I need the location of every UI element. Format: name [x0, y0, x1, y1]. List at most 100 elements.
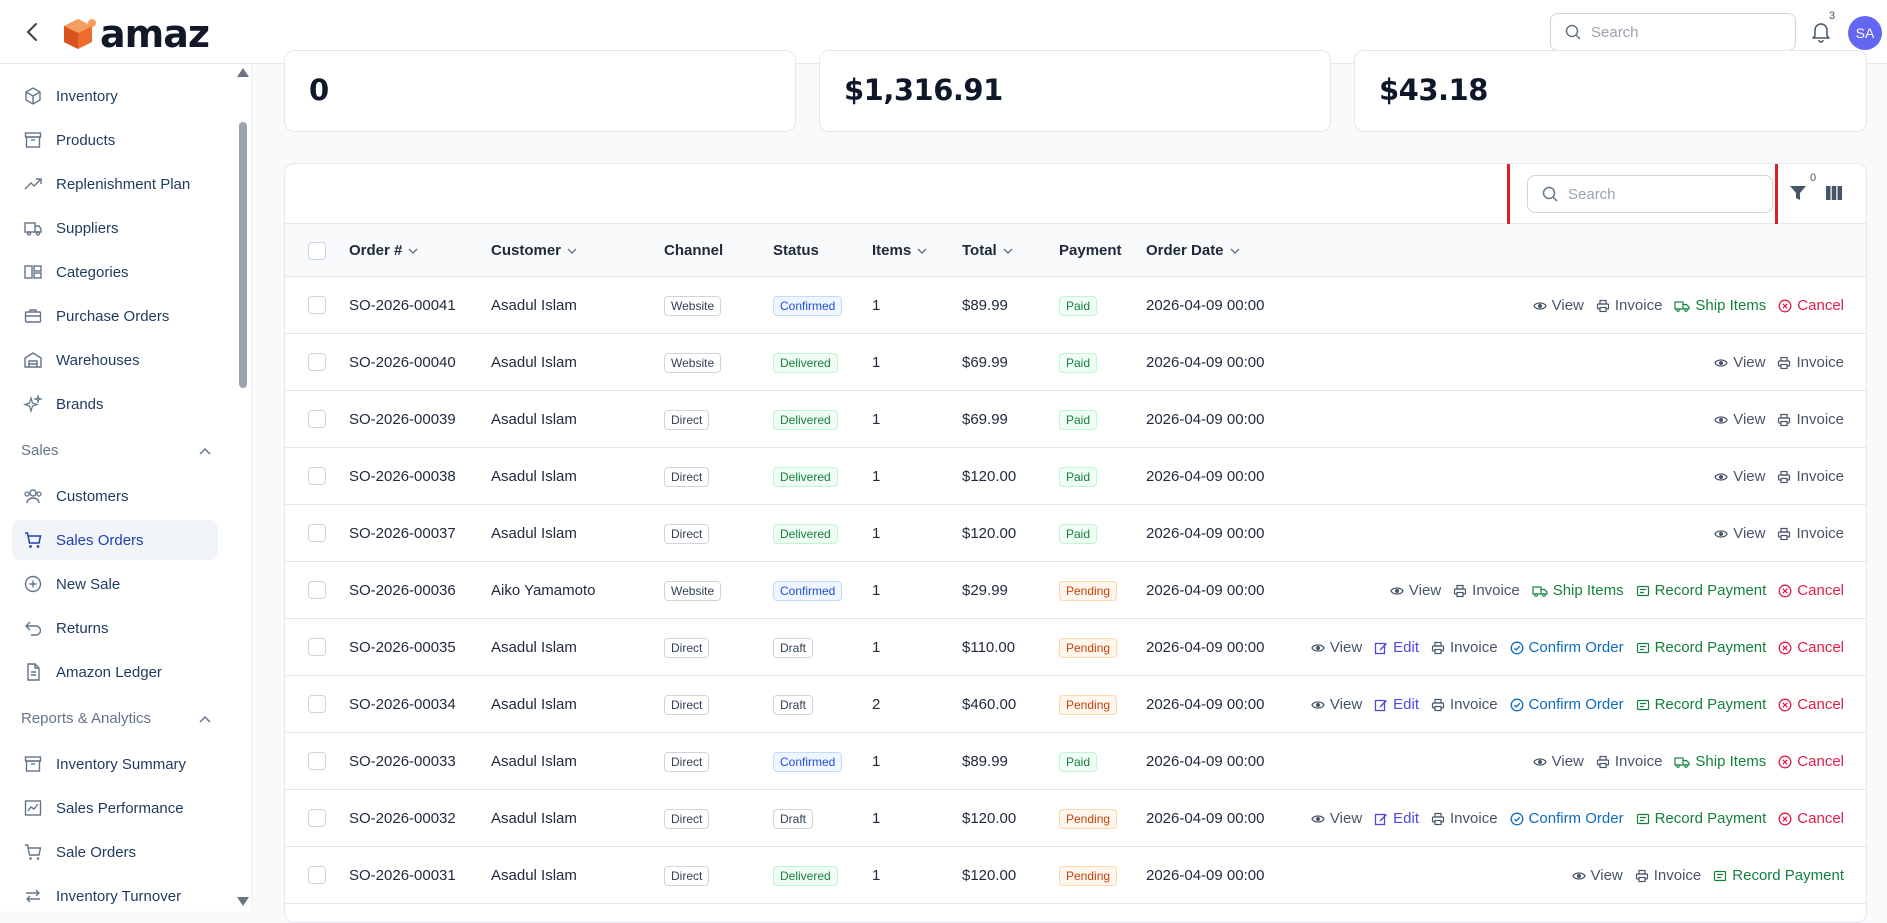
app-logo[interactable]: amaz [58, 12, 210, 56]
table-search[interactable] [1527, 175, 1773, 213]
row-checkbox[interactable] [308, 752, 326, 770]
ship-action-button[interactable]: Ship Items [1674, 753, 1766, 770]
cell-order-number[interactable]: SO-2026-00031 [349, 867, 456, 884]
invoice-action-button[interactable]: Invoice [1777, 468, 1844, 485]
column-header-order-date[interactable]: Order Date [1146, 224, 1240, 277]
row-checkbox[interactable] [308, 695, 326, 713]
column-header-customer[interactable]: Customer [491, 224, 577, 277]
notifications-button[interactable] [1808, 18, 1834, 46]
row-checkbox[interactable] [308, 524, 326, 542]
confirm-action-button[interactable]: Confirm Order [1510, 696, 1624, 713]
sidebar-item-inventory-turnover[interactable]: Inventory Turnover [12, 876, 218, 916]
ship-action-button[interactable]: Ship Items [1532, 582, 1624, 599]
select-all-checkbox[interactable] [308, 242, 326, 260]
invoice-action-button[interactable]: Invoice [1596, 297, 1662, 314]
cell-order-number[interactable]: SO-2026-00037 [349, 525, 456, 542]
view-action-button[interactable]: View [1532, 753, 1584, 770]
row-checkbox[interactable] [308, 410, 326, 428]
sidebar-item-amazon-ledger[interactable]: Amazon Ledger [12, 652, 218, 692]
view-action-button[interactable]: View [1311, 639, 1362, 656]
table-row[interactable]: SO-2026-00037 Asadul Islam Direct Delivered… [285, 505, 1866, 562]
column-header-items[interactable]: Items [872, 224, 927, 277]
row-checkbox[interactable] [308, 809, 326, 827]
sidebar-item-categories[interactable]: Categories [12, 252, 218, 292]
table-row[interactable]: SO-2026-00038 Asadul Islam Direct Delivered… [285, 448, 1866, 505]
sidebar-item-new-sale[interactable]: New Sale [12, 564, 218, 604]
sidebar-scrollbar[interactable] [239, 122, 247, 388]
cell-order-number[interactable]: SO-2026-00033 [349, 753, 456, 770]
table-search-input[interactable] [1568, 185, 1748, 203]
row-checkbox[interactable] [308, 866, 326, 884]
edit-action-button[interactable]: Edit [1374, 696, 1419, 713]
cell-order-number[interactable]: SO-2026-00040 [349, 354, 456, 371]
sidebar-scroll-down[interactable] [237, 897, 249, 906]
confirm-action-button[interactable]: Confirm Order [1510, 810, 1624, 827]
column-header-order[interactable]: Order # [349, 224, 418, 277]
cancel-action-button[interactable]: Cancel [1778, 639, 1844, 656]
invoice-action-button[interactable]: Invoice [1431, 639, 1498, 656]
cancel-action-button[interactable]: Cancel [1778, 810, 1844, 827]
cancel-action-button[interactable]: Cancel [1778, 297, 1844, 314]
record-action-button[interactable]: Record Payment [1713, 867, 1844, 884]
row-checkbox[interactable] [308, 638, 326, 656]
columns-button[interactable] [1823, 182, 1845, 204]
sidebar-item-purchase-orders[interactable]: Purchase Orders [12, 296, 218, 336]
view-action-button[interactable]: View [1311, 810, 1362, 827]
ship-action-button[interactable]: Ship Items [1674, 297, 1766, 314]
record-action-button[interactable]: Record Payment [1636, 810, 1766, 827]
table-row[interactable]: SO-2026-00041 Asadul Islam Website Confirme… [285, 277, 1866, 334]
user-avatar[interactable]: SA [1848, 16, 1882, 50]
sidebar-item-inventory-summary[interactable]: Inventory Summary [12, 744, 218, 784]
sidebar-item-replenishment-plan[interactable]: Replenishment Plan [12, 164, 218, 204]
invoice-action-button[interactable]: Invoice [1777, 525, 1844, 542]
confirm-action-button[interactable]: Confirm Order [1510, 639, 1624, 656]
view-action-button[interactable]: View [1714, 411, 1765, 428]
row-checkbox[interactable] [308, 581, 326, 599]
filter-button[interactable] [1787, 182, 1809, 204]
sidebar-item-returns[interactable]: Returns [12, 608, 218, 648]
table-row[interactable]: SO-2026-00036 Aiko Yamamoto Website Confirm… [285, 562, 1866, 619]
invoice-action-button[interactable]: Invoice [1596, 753, 1662, 770]
sidebar-item-warehouses[interactable]: Warehouses [12, 340, 218, 380]
invoice-action-button[interactable]: Invoice [1777, 354, 1844, 371]
column-header-total[interactable]: Total [962, 224, 1013, 277]
cell-order-number[interactable]: SO-2026-00032 [349, 810, 456, 827]
sidebar-item-products[interactable]: Products [12, 120, 218, 160]
row-checkbox[interactable] [308, 467, 326, 485]
table-row[interactable]: SO-2026-00033 Asadul Islam Direct Confirmed… [285, 733, 1866, 790]
table-row[interactable]: SO-2026-00031 Asadul Islam Direct Delivered… [285, 847, 1866, 904]
view-action-button[interactable]: View [1714, 468, 1765, 485]
cancel-action-button[interactable]: Cancel [1778, 696, 1844, 713]
view-action-button[interactable]: View [1714, 354, 1765, 371]
invoice-action-button[interactable]: Invoice [1635, 867, 1701, 884]
sidebar-scroll-up[interactable] [237, 68, 249, 77]
edit-action-button[interactable]: Edit [1374, 639, 1419, 656]
sidebar-item-customers[interactable]: Customers [12, 476, 218, 516]
sidebar-item-sale-orders[interactable]: Sale Orders [12, 832, 218, 872]
record-action-button[interactable]: Record Payment [1636, 582, 1766, 599]
sidebar-item-brands[interactable]: Brands [12, 384, 218, 424]
sidebar-item-sales-performance[interactable]: Sales Performance [12, 788, 218, 828]
cell-order-number[interactable]: SO-2026-00034 [349, 696, 456, 713]
cancel-action-button[interactable]: Cancel [1778, 582, 1844, 599]
sidebar-item-suppliers[interactable]: Suppliers [12, 208, 218, 248]
cell-order-number[interactable]: SO-2026-00036 [349, 582, 456, 599]
view-action-button[interactable]: View [1311, 696, 1362, 713]
cell-order-number[interactable]: SO-2026-00035 [349, 639, 456, 656]
record-action-button[interactable]: Record Payment [1636, 639, 1766, 656]
table-row[interactable]: SO-2026-00035 Asadul Islam Direct Draft 1 $11… [285, 619, 1866, 676]
view-action-button[interactable]: View [1532, 297, 1584, 314]
view-action-button[interactable]: View [1571, 867, 1623, 884]
sidebar-section-reports[interactable]: Reports & Analytics [21, 710, 211, 727]
cell-order-number[interactable]: SO-2026-00041 [349, 297, 456, 314]
cancel-action-button[interactable]: Cancel [1778, 753, 1844, 770]
table-row[interactable]: SO-2026-00039 Asadul Islam Direct Delivered… [285, 391, 1866, 448]
invoice-action-button[interactable]: Invoice [1431, 810, 1498, 827]
invoice-action-button[interactable]: Invoice [1431, 696, 1498, 713]
sidebar-section-sales[interactable]: Sales [21, 442, 211, 459]
table-row[interactable]: SO-2026-00040 Asadul Islam Website Delivere… [285, 334, 1866, 391]
row-checkbox[interactable] [308, 296, 326, 314]
record-action-button[interactable]: Record Payment [1636, 696, 1766, 713]
sidebar-item-sales-orders[interactable]: Sales Orders [12, 520, 218, 560]
global-search-input[interactable] [1591, 23, 1771, 41]
